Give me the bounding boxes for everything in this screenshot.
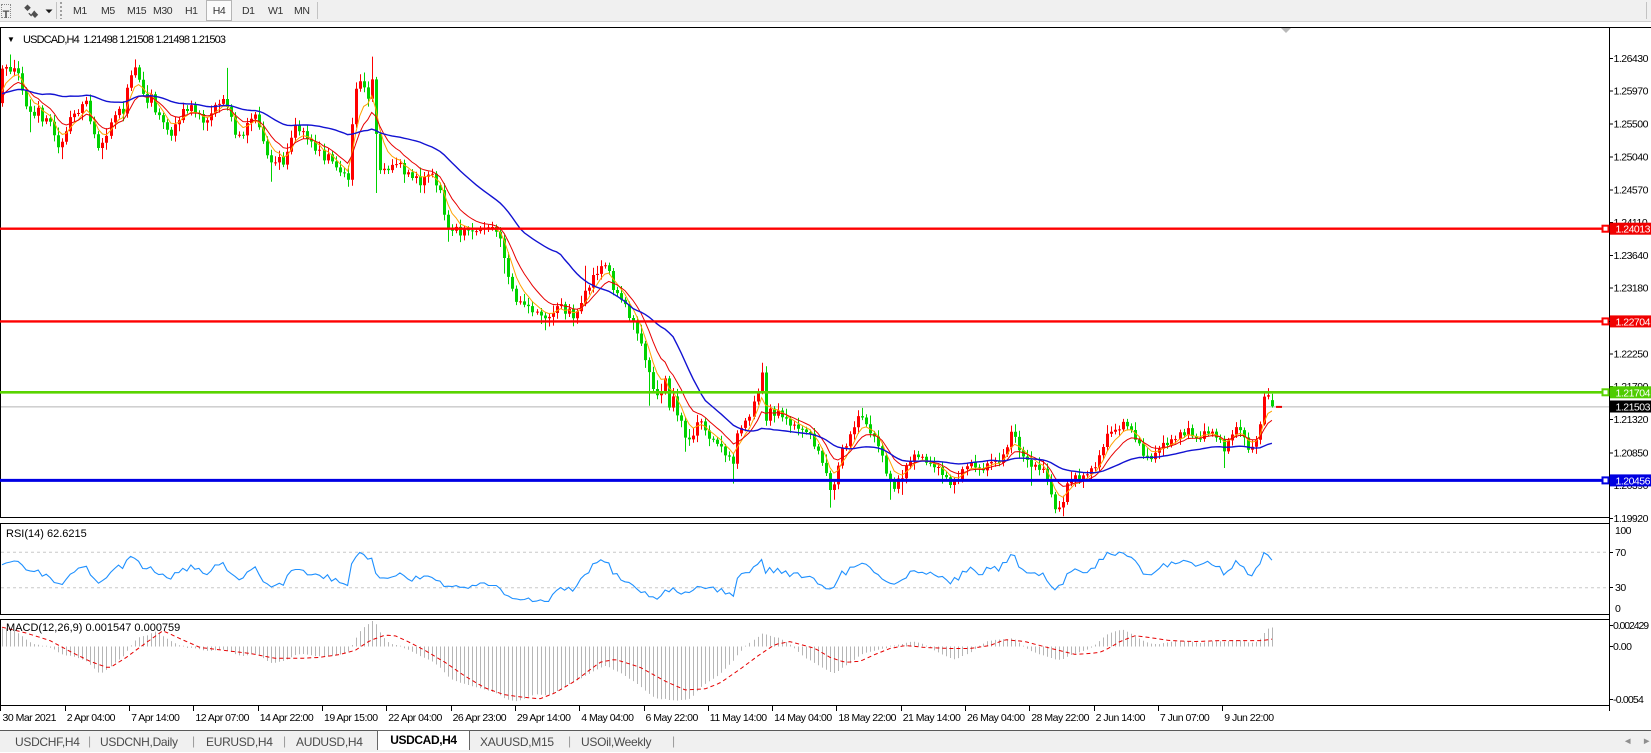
svg-text:14 May 04:00: 14 May 04:00 [774, 712, 832, 724]
svg-text:30 Mar 2021: 30 Mar 2021 [3, 712, 57, 724]
svg-text:21 May 14:00: 21 May 14:00 [903, 712, 961, 724]
svg-text:6 May 22:00: 6 May 22:00 [646, 712, 699, 724]
svg-text:1.23180: 1.23180 [1614, 283, 1649, 295]
svg-text:18 May 22:00: 18 May 22:00 [838, 712, 896, 724]
svg-text:0.00: 0.00 [1613, 641, 1632, 653]
svg-text:1.24013: 1.24013 [1616, 224, 1651, 236]
svg-text:26 Apr 23:00: 26 Apr 23:00 [453, 712, 507, 724]
svg-text:30: 30 [1615, 582, 1626, 594]
svg-text:1.25040: 1.25040 [1614, 151, 1649, 163]
svg-text:1.19920: 1.19920 [1614, 513, 1649, 525]
svg-text:1.21503: 1.21503 [1616, 402, 1651, 414]
svg-text:1.20456: 1.20456 [1616, 475, 1651, 487]
svg-text:1.23640: 1.23640 [1614, 250, 1649, 262]
svg-text:19 Apr 15:00: 19 Apr 15:00 [324, 712, 378, 724]
svg-text:100: 100 [1615, 525, 1632, 537]
svg-text:22 Apr 04:00: 22 Apr 04:00 [388, 712, 442, 724]
svg-text:1.21320: 1.21320 [1614, 414, 1649, 426]
svg-text:70: 70 [1615, 547, 1626, 559]
svg-text:11 May 14:00: 11 May 14:00 [710, 712, 768, 724]
svg-text:7 Jun 07:00: 7 Jun 07:00 [1160, 712, 1210, 724]
svg-text:-0.0054: -0.0054 [1613, 694, 1644, 706]
svg-text:26 May 04:00: 26 May 04:00 [967, 712, 1025, 724]
svg-text:28 May 22:00: 28 May 22:00 [1031, 712, 1089, 724]
svg-text:1.22704: 1.22704 [1616, 316, 1651, 328]
svg-text:2 Jun 14:00: 2 Jun 14:00 [1096, 712, 1146, 724]
svg-text:9 Jun 22:00: 9 Jun 22:00 [1224, 712, 1274, 724]
svg-text:1.25500: 1.25500 [1614, 119, 1649, 131]
svg-text:12 Apr 07:00: 12 Apr 07:00 [195, 712, 249, 724]
svg-text:1.26430: 1.26430 [1614, 53, 1649, 65]
svg-text:1.20850: 1.20850 [1614, 448, 1649, 460]
svg-text:29 Apr 14:00: 29 Apr 14:00 [517, 712, 571, 724]
svg-text:2 Apr 04:00: 2 Apr 04:00 [67, 712, 116, 724]
svg-text:7 Apr 14:00: 7 Apr 14:00 [131, 712, 180, 724]
svg-text:1.24570: 1.24570 [1614, 185, 1649, 197]
svg-text:0: 0 [1615, 603, 1621, 615]
svg-text:1.21704: 1.21704 [1616, 387, 1651, 399]
svg-text:0.002429: 0.002429 [1613, 620, 1649, 632]
svg-text:4 May 04:00: 4 May 04:00 [581, 712, 634, 724]
svg-text:1.22250: 1.22250 [1614, 349, 1649, 361]
svg-text:14 Apr 22:00: 14 Apr 22:00 [260, 712, 314, 724]
svg-text:1.25970: 1.25970 [1614, 86, 1649, 98]
